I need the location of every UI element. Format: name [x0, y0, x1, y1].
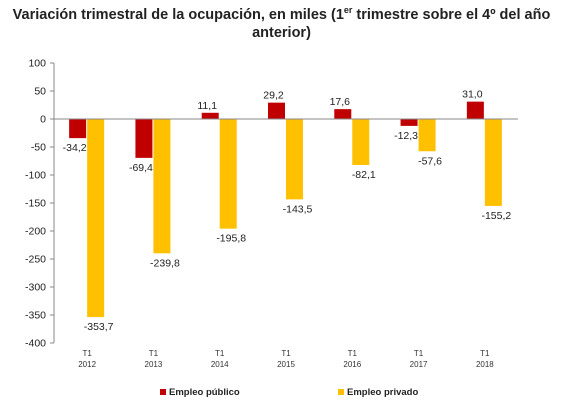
bar-empleo-privado [484, 119, 502, 206]
data-label-empleo-publico: -69,4 [129, 162, 153, 174]
bar-empleo-privado [87, 119, 105, 318]
y-tick-label: -350 [25, 310, 46, 322]
data-label-empleo-privado: -239,8 [150, 257, 180, 269]
x-tick-label-quarter: T1 [414, 349, 424, 358]
y-tick-label: 100 [28, 58, 46, 70]
data-label-empleo-privado: -143,5 [283, 203, 313, 215]
title-part1: Variación trimestral de la ocupación, en… [12, 7, 344, 23]
data-label-empleo-privado: -195,8 [216, 233, 246, 245]
x-tick-label-quarter: T1 [281, 349, 291, 358]
y-tick-label: -250 [25, 254, 46, 266]
x-tick-label-quarter: T1 [480, 349, 490, 358]
bar-empleo-publico [135, 119, 153, 158]
bar-empleo-publico [201, 112, 219, 119]
y-tick-label: -150 [25, 198, 46, 210]
data-label-empleo-publico: 17,6 [330, 96, 351, 108]
data-label-empleo-publico: 29,2 [263, 90, 284, 102]
x-tick-label-year: 2014 [211, 360, 229, 369]
y-tick-label: -100 [25, 170, 46, 182]
data-label-empleo-privado: -82,1 [352, 169, 376, 181]
y-tick-label: -400 [25, 338, 46, 350]
y-tick-label: -50 [31, 142, 46, 154]
bar-empleo-privado [352, 119, 370, 165]
bar-empleo-publico [400, 119, 418, 126]
y-tick-label: -200 [25, 226, 46, 238]
bar-empleo-publico [334, 109, 352, 119]
bar-empleo-privado [418, 119, 436, 152]
x-tick-label-year: 2017 [410, 360, 428, 369]
title-part2: trimestre sobre el 4º del año [352, 7, 551, 23]
bar-empleo-privado [153, 119, 171, 254]
legend-swatch-empleo-privado [338, 389, 344, 395]
bar-empleo-publico [466, 101, 484, 119]
bar-empleo-privado [219, 119, 237, 229]
x-tick-label-quarter: T1 [348, 349, 358, 358]
x-tick-label-year: 2018 [476, 360, 494, 369]
legend-swatch-empleo-publico [160, 389, 166, 395]
bar-empleo-publico [69, 119, 87, 139]
data-label-empleo-publico: 11,1 [197, 100, 217, 112]
chart-title: Variación trimestral de la ocupación, en… [0, 6, 563, 42]
x-tick-label-year: 2016 [343, 360, 361, 369]
x-tick-label-year: 2012 [78, 360, 96, 369]
data-label-empleo-privado: -353,7 [84, 321, 114, 333]
x-tick-label-year: 2015 [277, 360, 295, 369]
legend-label-empleo-publico: Empleo público [169, 387, 240, 398]
title-superscript: er [343, 5, 353, 16]
data-label-empleo-privado: -155,2 [481, 210, 511, 222]
bar-empleo-publico [268, 102, 285, 119]
x-tick-label-quarter: T1 [82, 349, 92, 358]
y-tick-label: -300 [25, 282, 46, 294]
legend-label-empleo-privado: Empleo privado [347, 387, 418, 398]
data-label-empleo-privado: -57,6 [418, 155, 442, 167]
data-label-empleo-publico: 31,0 [462, 89, 483, 101]
x-tick-label-year: 2013 [145, 360, 163, 369]
title-line2: anterior) [252, 25, 311, 41]
y-tick-label: 50 [34, 86, 46, 98]
y-tick-label: 0 [40, 114, 46, 126]
bar-empleo-privado [286, 119, 303, 200]
x-tick-label-quarter: T1 [215, 349, 225, 358]
data-label-empleo-publico: -12,3 [394, 130, 418, 142]
data-label-empleo-publico: -34,2 [63, 142, 87, 154]
x-tick-label-quarter: T1 [149, 349, 159, 358]
